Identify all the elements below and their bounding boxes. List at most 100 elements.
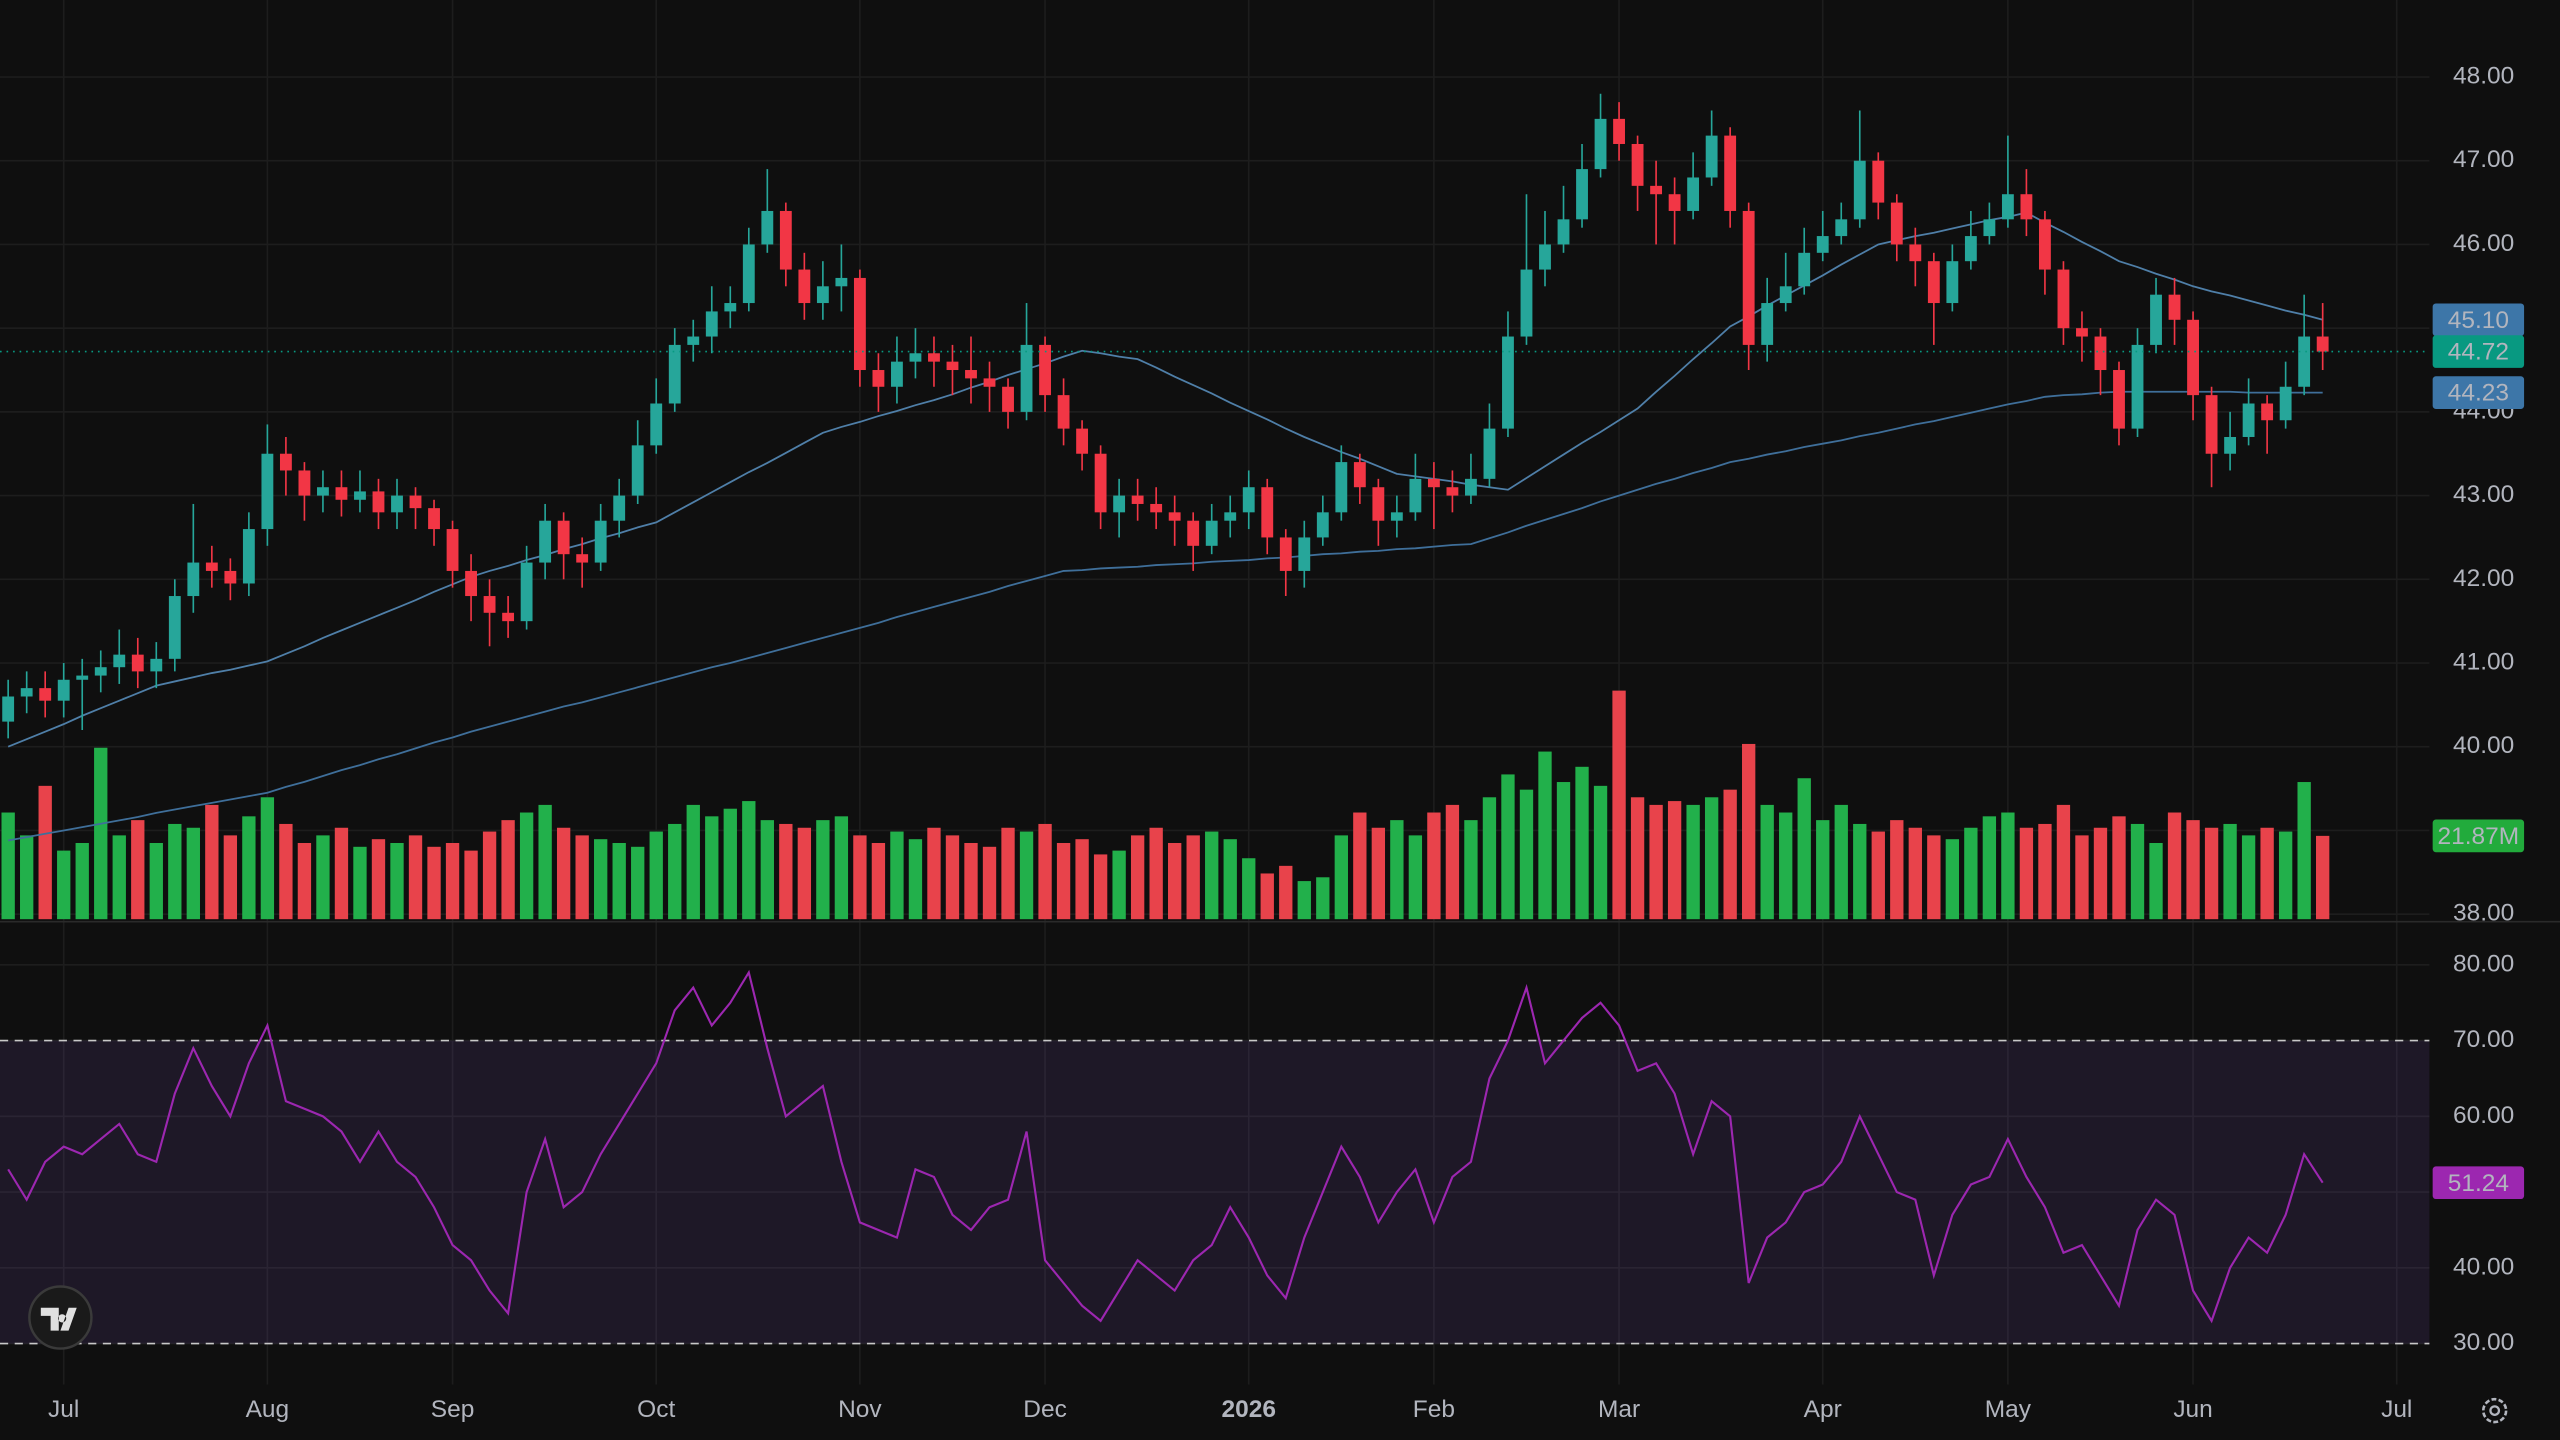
y-tick-label: 42.00 xyxy=(2453,565,2514,592)
volume-bar xyxy=(575,835,589,920)
candle-body xyxy=(317,487,329,496)
candle-body xyxy=(150,658,163,672)
candle-body xyxy=(1539,244,1551,270)
rsi-line xyxy=(7,969,2324,1324)
candle-body xyxy=(335,487,348,500)
price-label: 44.72 xyxy=(2448,339,2509,366)
candle-body xyxy=(668,344,681,404)
price-pane xyxy=(0,93,2430,842)
volume-bar xyxy=(2223,823,2237,920)
volume-bar xyxy=(649,831,663,920)
volume-bar xyxy=(908,839,923,920)
candle-body xyxy=(1261,487,1274,538)
volume-bar xyxy=(556,827,571,920)
volume-bar xyxy=(1019,831,1034,920)
candle-body xyxy=(502,612,515,622)
y-tick-label: 60.00 xyxy=(2453,1102,2514,1129)
volume-bar xyxy=(1464,820,1478,920)
y-tick-label: 40.00 xyxy=(2453,1253,2514,1280)
volume-bar xyxy=(890,831,904,920)
x-tick-label: 2026 xyxy=(1222,1396,1276,1423)
x-tick-label: Dec xyxy=(1023,1396,1067,1423)
candle-body xyxy=(1927,261,1940,304)
volume-bar xyxy=(1242,858,1256,920)
volume-bar xyxy=(2204,827,2219,920)
price-label-box xyxy=(2432,303,2525,337)
volume-bar xyxy=(1742,743,1756,920)
candle-body xyxy=(2131,344,2144,429)
volume-bar xyxy=(75,842,89,920)
volume-bar xyxy=(1704,797,1719,920)
candle-body xyxy=(1835,219,1848,237)
candle-body xyxy=(465,570,477,597)
volume-bar xyxy=(1760,804,1774,920)
volume-bar xyxy=(1445,804,1460,920)
volume-bar xyxy=(2167,812,2182,920)
volume-bar xyxy=(1334,835,1348,920)
volume-bar xyxy=(964,842,978,920)
candle-body xyxy=(2187,319,2199,396)
candle-body xyxy=(2057,269,2070,329)
volume-bar xyxy=(594,839,608,920)
y-tick-label: 70.00 xyxy=(2453,1026,2514,1053)
candle-body xyxy=(2094,336,2107,371)
candle-body xyxy=(446,529,459,571)
candle-body xyxy=(1076,428,1089,454)
logo[interactable] xyxy=(28,1285,93,1350)
x-tick-label: Mar xyxy=(1598,1396,1640,1423)
volume-bar xyxy=(390,842,404,920)
candle-body xyxy=(113,654,126,668)
candle-body xyxy=(1020,344,1033,412)
price-label-box xyxy=(2432,335,2525,368)
candle-body xyxy=(1983,219,1996,237)
volume-bar xyxy=(1316,877,1330,920)
candle-body xyxy=(1576,169,1588,220)
candle-body xyxy=(1205,520,1218,546)
candle-body xyxy=(224,570,237,584)
candle-body xyxy=(965,370,977,379)
candle-body xyxy=(909,353,922,362)
volume-bar xyxy=(1982,816,1997,920)
candle-body xyxy=(1057,395,1070,429)
volume-bar xyxy=(1927,835,1941,920)
axes: Jul Aug Sep Oct Nov Dec 2026 Feb Mar Apr May Jun Jul… xyxy=(48,62,2525,1423)
gear-center xyxy=(2489,1405,2501,1416)
volume-bar xyxy=(464,850,478,920)
candle-body xyxy=(1909,244,1922,262)
volume-bar xyxy=(1575,766,1589,920)
candle-body xyxy=(1761,303,1774,345)
moving-average xyxy=(7,211,2323,748)
price-label: 45.10 xyxy=(2448,307,2509,334)
volume-bar xyxy=(797,827,812,920)
candle-body xyxy=(1409,478,1422,513)
candle-body xyxy=(205,562,218,571)
volume-bar xyxy=(2001,812,2015,920)
candle-body xyxy=(242,529,255,584)
volume-bar xyxy=(1667,801,1682,920)
volume-bar xyxy=(2038,823,2052,920)
y-tick-label: 41.00 xyxy=(2453,648,2514,675)
volume-bar xyxy=(223,835,238,920)
candle-body xyxy=(261,453,274,530)
x-tick-label: Jul xyxy=(2381,1396,2412,1423)
volume-bar xyxy=(631,846,645,920)
candle-body xyxy=(1520,269,1533,337)
y-tick-label: 30.00 xyxy=(2453,1329,2514,1356)
candle-body xyxy=(1890,202,1903,245)
volume-bar xyxy=(1797,778,1811,920)
volume-bar xyxy=(1519,789,1534,920)
candle-body xyxy=(57,679,70,701)
candle-body xyxy=(2150,294,2162,345)
volume-bar xyxy=(186,827,200,920)
settings-button[interactable] xyxy=(2481,1397,2508,1424)
volume-bar xyxy=(1630,797,1645,920)
candle-body xyxy=(946,361,959,371)
candle-body xyxy=(1687,177,1700,211)
volume-bar xyxy=(1723,789,1737,920)
volume-bar xyxy=(1853,823,1867,920)
volume-bar xyxy=(816,820,830,920)
x-tick-label: Nov xyxy=(838,1396,882,1423)
volume-bar xyxy=(1649,804,1663,920)
